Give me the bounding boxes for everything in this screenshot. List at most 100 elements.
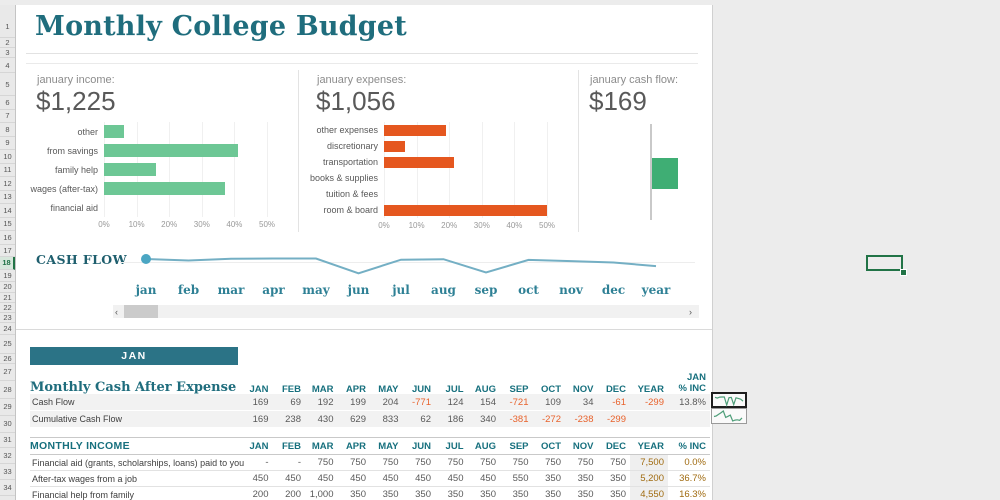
value-cell[interactable]: 350: [512, 489, 529, 500]
column-header-jan[interactable]: JAN: [249, 383, 269, 395]
value-cell[interactable]: 62: [420, 413, 431, 425]
scroll-right-icon[interactable]: ›: [689, 306, 692, 317]
row-header-1[interactable]: 1: [0, 15, 15, 38]
column-header-may[interactable]: MAY: [378, 383, 399, 395]
value-cell[interactable]: 350: [480, 489, 496, 500]
cumulative-sparkline-cell[interactable]: [711, 408, 747, 424]
value-cell[interactable]: 750: [545, 457, 561, 468]
value-cell[interactable]: -: [297, 457, 301, 468]
value-cell[interactable]: 169: [252, 396, 269, 408]
row-header-column[interactable]: 1 2 3 4 5 6 7 8 9 10 11 12 13 14 15 16 17 18 19 20 21 22 23 24 2…: [0, 5, 16, 500]
cashflow-sparkline-cell[interactable]: [711, 392, 747, 408]
month-label-jul[interactable]: jul: [392, 283, 410, 297]
value-cell[interactable]: 450: [480, 473, 496, 484]
column-header-feb[interactable]: FEB: [282, 440, 301, 452]
scroll-left-icon[interactable]: ‹: [115, 306, 118, 317]
value-cell[interactable]: 750: [610, 457, 626, 468]
column-header-apr[interactable]: APR: [345, 383, 366, 395]
row-header-15[interactable]: 15: [0, 218, 15, 231]
row-header-25[interactable]: 25: [0, 335, 15, 354]
row-header-7[interactable]: 7: [0, 110, 15, 123]
column-header-may[interactable]: MAY: [378, 440, 399, 452]
row-header-26[interactable]: 26: [0, 354, 15, 364]
value-cell[interactable]: 350: [545, 473, 561, 484]
fill-handle[interactable]: [900, 269, 907, 276]
value-cell[interactable]: 750: [382, 457, 399, 468]
value-cell[interactable]: 550: [512, 473, 529, 484]
value-cell[interactable]: 450: [285, 473, 301, 484]
value-cell[interactable]: 750: [447, 457, 464, 468]
row-header-10[interactable]: 10: [0, 150, 15, 164]
row-header-18[interactable]: 18: [0, 256, 15, 270]
row-header-24[interactable]: 24: [0, 323, 15, 335]
month-label-year[interactable]: year: [641, 283, 671, 297]
row-header-29[interactable]: 29: [0, 399, 15, 416]
row-label[interactable]: Cumulative Cash Flow: [32, 414, 123, 424]
value-cell[interactable]: 124: [447, 396, 464, 408]
row-header-21[interactable]: 21: [0, 293, 15, 303]
row-header-23[interactable]: 23: [0, 313, 15, 323]
column-header-sep[interactable]: SEP: [509, 440, 529, 452]
month-banner[interactable]: JAN: [30, 347, 238, 365]
month-label-dec[interactable]: dec: [601, 283, 626, 297]
row-label[interactable]: Cash Flow: [32, 397, 75, 407]
value-cell[interactable]: 350: [577, 473, 594, 484]
month-label-jan[interactable]: jan: [135, 283, 157, 297]
column-header-mar[interactable]: MAR: [311, 440, 334, 452]
row-header-20[interactable]: 20: [0, 282, 15, 293]
value-cell[interactable]: 350: [545, 489, 561, 500]
column-header-jan-pct-inc[interactable]: JAN% INC: [678, 372, 706, 394]
column-header-oct[interactable]: OCT: [540, 383, 561, 395]
value-cell[interactable]: 350: [577, 489, 594, 500]
value-cell[interactable]: 750: [317, 457, 334, 468]
value-cell[interactable]: -238: [574, 413, 594, 425]
month-label-nov[interactable]: nov: [559, 283, 583, 297]
value-cell[interactable]: 450: [317, 473, 334, 484]
value-cell[interactable]: 450: [382, 473, 399, 484]
column-header-jul[interactable]: JUL: [445, 440, 464, 452]
horizontal-scrollbar-track[interactable]: [113, 305, 699, 318]
row-label[interactable]: Financial aid (grants, scholarships, loa…: [32, 457, 245, 468]
value-cell[interactable]: 350: [610, 489, 626, 500]
column-header-mar[interactable]: MAR: [311, 383, 334, 395]
year-cell[interactable]: 7,500: [630, 455, 668, 470]
column-header-sep[interactable]: SEP: [509, 383, 529, 395]
horizontal-scrollbar-thumb[interactable]: [124, 305, 158, 318]
row-header-31[interactable]: 31: [0, 433, 15, 448]
year-cell[interactable]: -299: [644, 396, 664, 408]
value-cell[interactable]: 430: [317, 413, 334, 425]
row-header-19[interactable]: 19: [0, 270, 15, 282]
value-cell[interactable]: -381: [509, 413, 529, 425]
month-label-jun[interactable]: jun: [347, 283, 370, 297]
value-cell[interactable]: 340: [480, 413, 496, 425]
value-cell[interactable]: 350: [350, 489, 366, 500]
year-cell[interactable]: 5,200: [630, 471, 668, 486]
row-header-8[interactable]: 8: [0, 123, 15, 137]
value-cell[interactable]: 192: [317, 396, 334, 408]
month-label-feb[interactable]: feb: [177, 283, 200, 297]
value-cell[interactable]: 350: [415, 489, 431, 500]
column-header-oct[interactable]: OCT: [540, 440, 561, 452]
row-header-9[interactable]: 9: [0, 137, 15, 150]
row-header-17[interactable]: 17: [0, 245, 15, 257]
row-header-3[interactable]: 3: [0, 48, 15, 58]
row-header-5[interactable]: 5: [0, 73, 15, 96]
value-cell[interactable]: 109: [545, 396, 561, 408]
row-header-16[interactable]: 16: [0, 231, 15, 245]
column-header-dec[interactable]: DEC: [605, 383, 626, 395]
value-cell[interactable]: 350: [447, 489, 464, 500]
value-cell[interactable]: 350: [382, 489, 399, 500]
value-cell[interactable]: -771: [411, 396, 431, 408]
value-cell[interactable]: 200: [252, 489, 269, 500]
pct-inc-cell[interactable]: 36.7%: [679, 473, 706, 484]
pct-inc-cell[interactable]: 13.8%: [679, 396, 706, 408]
column-header-jun[interactable]: JUN: [411, 383, 431, 395]
value-cell[interactable]: 69: [290, 396, 301, 408]
row-header-33[interactable]: 33: [0, 464, 15, 480]
value-cell[interactable]: 34: [582, 396, 594, 408]
selected-cell[interactable]: [866, 255, 903, 271]
month-label-sep[interactable]: sep: [474, 283, 498, 297]
column-header-jun[interactable]: JUN: [411, 440, 431, 452]
row-header-2[interactable]: 2: [0, 38, 15, 48]
row-label[interactable]: Financial help from family: [32, 489, 135, 500]
